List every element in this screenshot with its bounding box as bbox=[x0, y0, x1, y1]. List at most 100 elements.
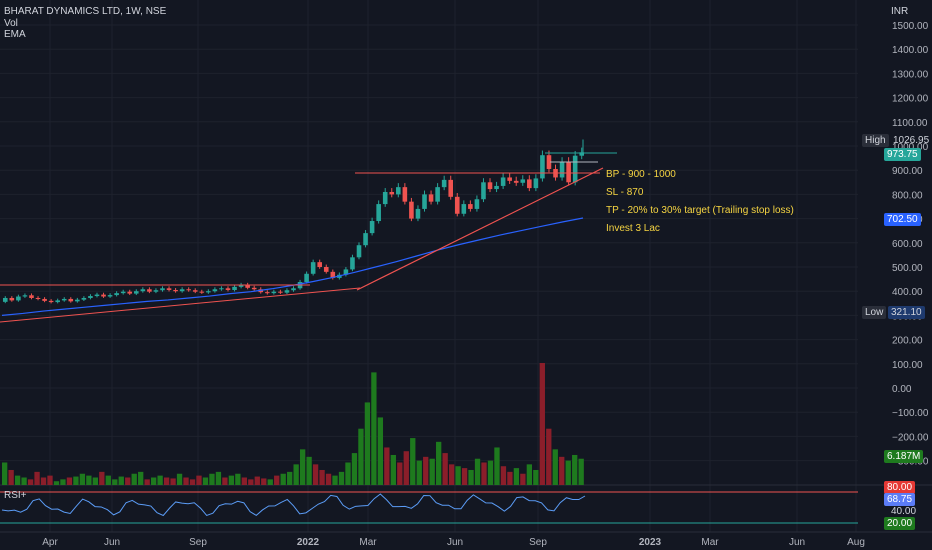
candle-body bbox=[500, 177, 506, 186]
volume-bar bbox=[215, 471, 222, 485]
last-price-badge: 973.75 bbox=[884, 148, 921, 161]
volume-bar bbox=[572, 454, 578, 485]
candle-body bbox=[232, 286, 237, 290]
support-trendline-2021 bbox=[0, 287, 361, 323]
volume-bar bbox=[436, 441, 442, 485]
volume-bar bbox=[429, 458, 435, 485]
volume-bar bbox=[150, 477, 157, 485]
time-tick-label: Jun bbox=[447, 537, 463, 548]
volume-bar bbox=[228, 475, 235, 485]
candle-body bbox=[422, 194, 427, 209]
candle-body bbox=[251, 287, 257, 290]
volume-bar bbox=[293, 464, 299, 485]
price-tick-label: 900.00 bbox=[892, 166, 923, 177]
volume-bar bbox=[21, 477, 27, 485]
volume-bar bbox=[163, 477, 170, 485]
candle-body bbox=[323, 267, 329, 272]
volume-bar bbox=[377, 417, 384, 485]
candle-body bbox=[101, 294, 106, 297]
candle-body bbox=[284, 290, 290, 293]
candle-body bbox=[55, 300, 60, 303]
candle-body bbox=[409, 201, 414, 219]
rsi-lower-badge: 20.00 bbox=[884, 517, 916, 530]
price-tick-label: −200.00 bbox=[892, 432, 929, 443]
volume-bar bbox=[468, 469, 474, 485]
price-tick-label: 200.00 bbox=[892, 336, 923, 347]
candle-body bbox=[68, 298, 74, 302]
candle-body bbox=[219, 288, 224, 290]
volume-bar bbox=[157, 475, 163, 485]
volume-bar bbox=[34, 471, 40, 485]
price-tick-label: −100.00 bbox=[892, 408, 929, 419]
rsi-indicator-label[interactable]: RSI+ bbox=[4, 490, 27, 501]
candle-body bbox=[441, 179, 447, 188]
candle-body bbox=[29, 295, 34, 298]
volume-bar bbox=[442, 453, 448, 485]
price-tick-label: 800.00 bbox=[892, 190, 923, 201]
time-tick-label: Jun bbox=[789, 537, 805, 548]
volume-bar bbox=[280, 473, 286, 485]
candle-body bbox=[572, 155, 578, 183]
annotation-tp: TP - 20% to 30% target (Trailing stop lo… bbox=[606, 205, 794, 216]
volume-bar bbox=[118, 476, 124, 485]
volume-bar bbox=[358, 428, 364, 485]
volume-bar bbox=[209, 473, 215, 485]
candle-body bbox=[513, 180, 519, 183]
vol-indicator-label[interactable]: Vol bbox=[4, 18, 18, 29]
candle-body bbox=[238, 284, 244, 287]
low-label-badge: Low bbox=[862, 306, 887, 319]
time-tick-label: Sep bbox=[189, 537, 207, 548]
candle-body bbox=[225, 288, 231, 290]
candle-body bbox=[278, 291, 283, 293]
time-tick-label: Apr bbox=[42, 537, 58, 548]
volume-bar bbox=[448, 464, 455, 485]
rsi-value-badge: 68.75 bbox=[884, 493, 916, 506]
candle-body bbox=[2, 297, 8, 302]
candle-body bbox=[579, 152, 585, 156]
price-tick-label: 600.00 bbox=[892, 239, 923, 250]
candle-body bbox=[245, 284, 250, 288]
candle-body bbox=[448, 179, 454, 197]
volume-bar bbox=[319, 469, 325, 485]
candle-body bbox=[107, 295, 113, 297]
price-tick-label: 1100.00 bbox=[892, 118, 928, 129]
volume-bar bbox=[176, 473, 183, 485]
candle-body bbox=[35, 297, 41, 299]
candle-body bbox=[212, 289, 218, 292]
annotation-bp: BP - 900 - 1000 bbox=[606, 169, 676, 180]
volume-bar bbox=[86, 475, 92, 485]
price-tick-label: 400.00 bbox=[892, 287, 923, 298]
candle-body bbox=[454, 196, 460, 214]
volume-bar bbox=[500, 466, 507, 485]
candle-body bbox=[22, 295, 28, 297]
candle-body bbox=[481, 182, 486, 200]
candle-body bbox=[343, 269, 349, 275]
volume-bar bbox=[8, 469, 14, 485]
volume-bar bbox=[105, 475, 111, 485]
volume-bar bbox=[27, 479, 34, 485]
volume-bar bbox=[40, 477, 47, 485]
candle-body bbox=[271, 291, 277, 294]
candle-body bbox=[376, 204, 381, 222]
candle-body bbox=[120, 291, 126, 294]
annotation-sl: SL - 870 bbox=[606, 187, 644, 198]
candle-body bbox=[166, 288, 172, 290]
candle-body bbox=[468, 204, 473, 209]
volume-bar bbox=[170, 478, 176, 485]
time-tick-label: 2022 bbox=[297, 537, 320, 548]
volume-bar bbox=[189, 479, 196, 485]
volume-bar bbox=[461, 468, 468, 485]
candle-body bbox=[94, 294, 100, 297]
volume-bar bbox=[73, 476, 79, 485]
volume-bar bbox=[183, 477, 189, 485]
candle-body bbox=[199, 291, 205, 293]
candle-body bbox=[75, 299, 80, 302]
volume-bar bbox=[533, 469, 539, 485]
candle-body bbox=[317, 262, 322, 267]
volume-bar bbox=[455, 466, 461, 485]
ema-indicator-label[interactable]: EMA bbox=[4, 29, 26, 40]
candle-body bbox=[140, 289, 146, 292]
volume-bar bbox=[416, 460, 422, 485]
candle-body bbox=[173, 289, 178, 292]
